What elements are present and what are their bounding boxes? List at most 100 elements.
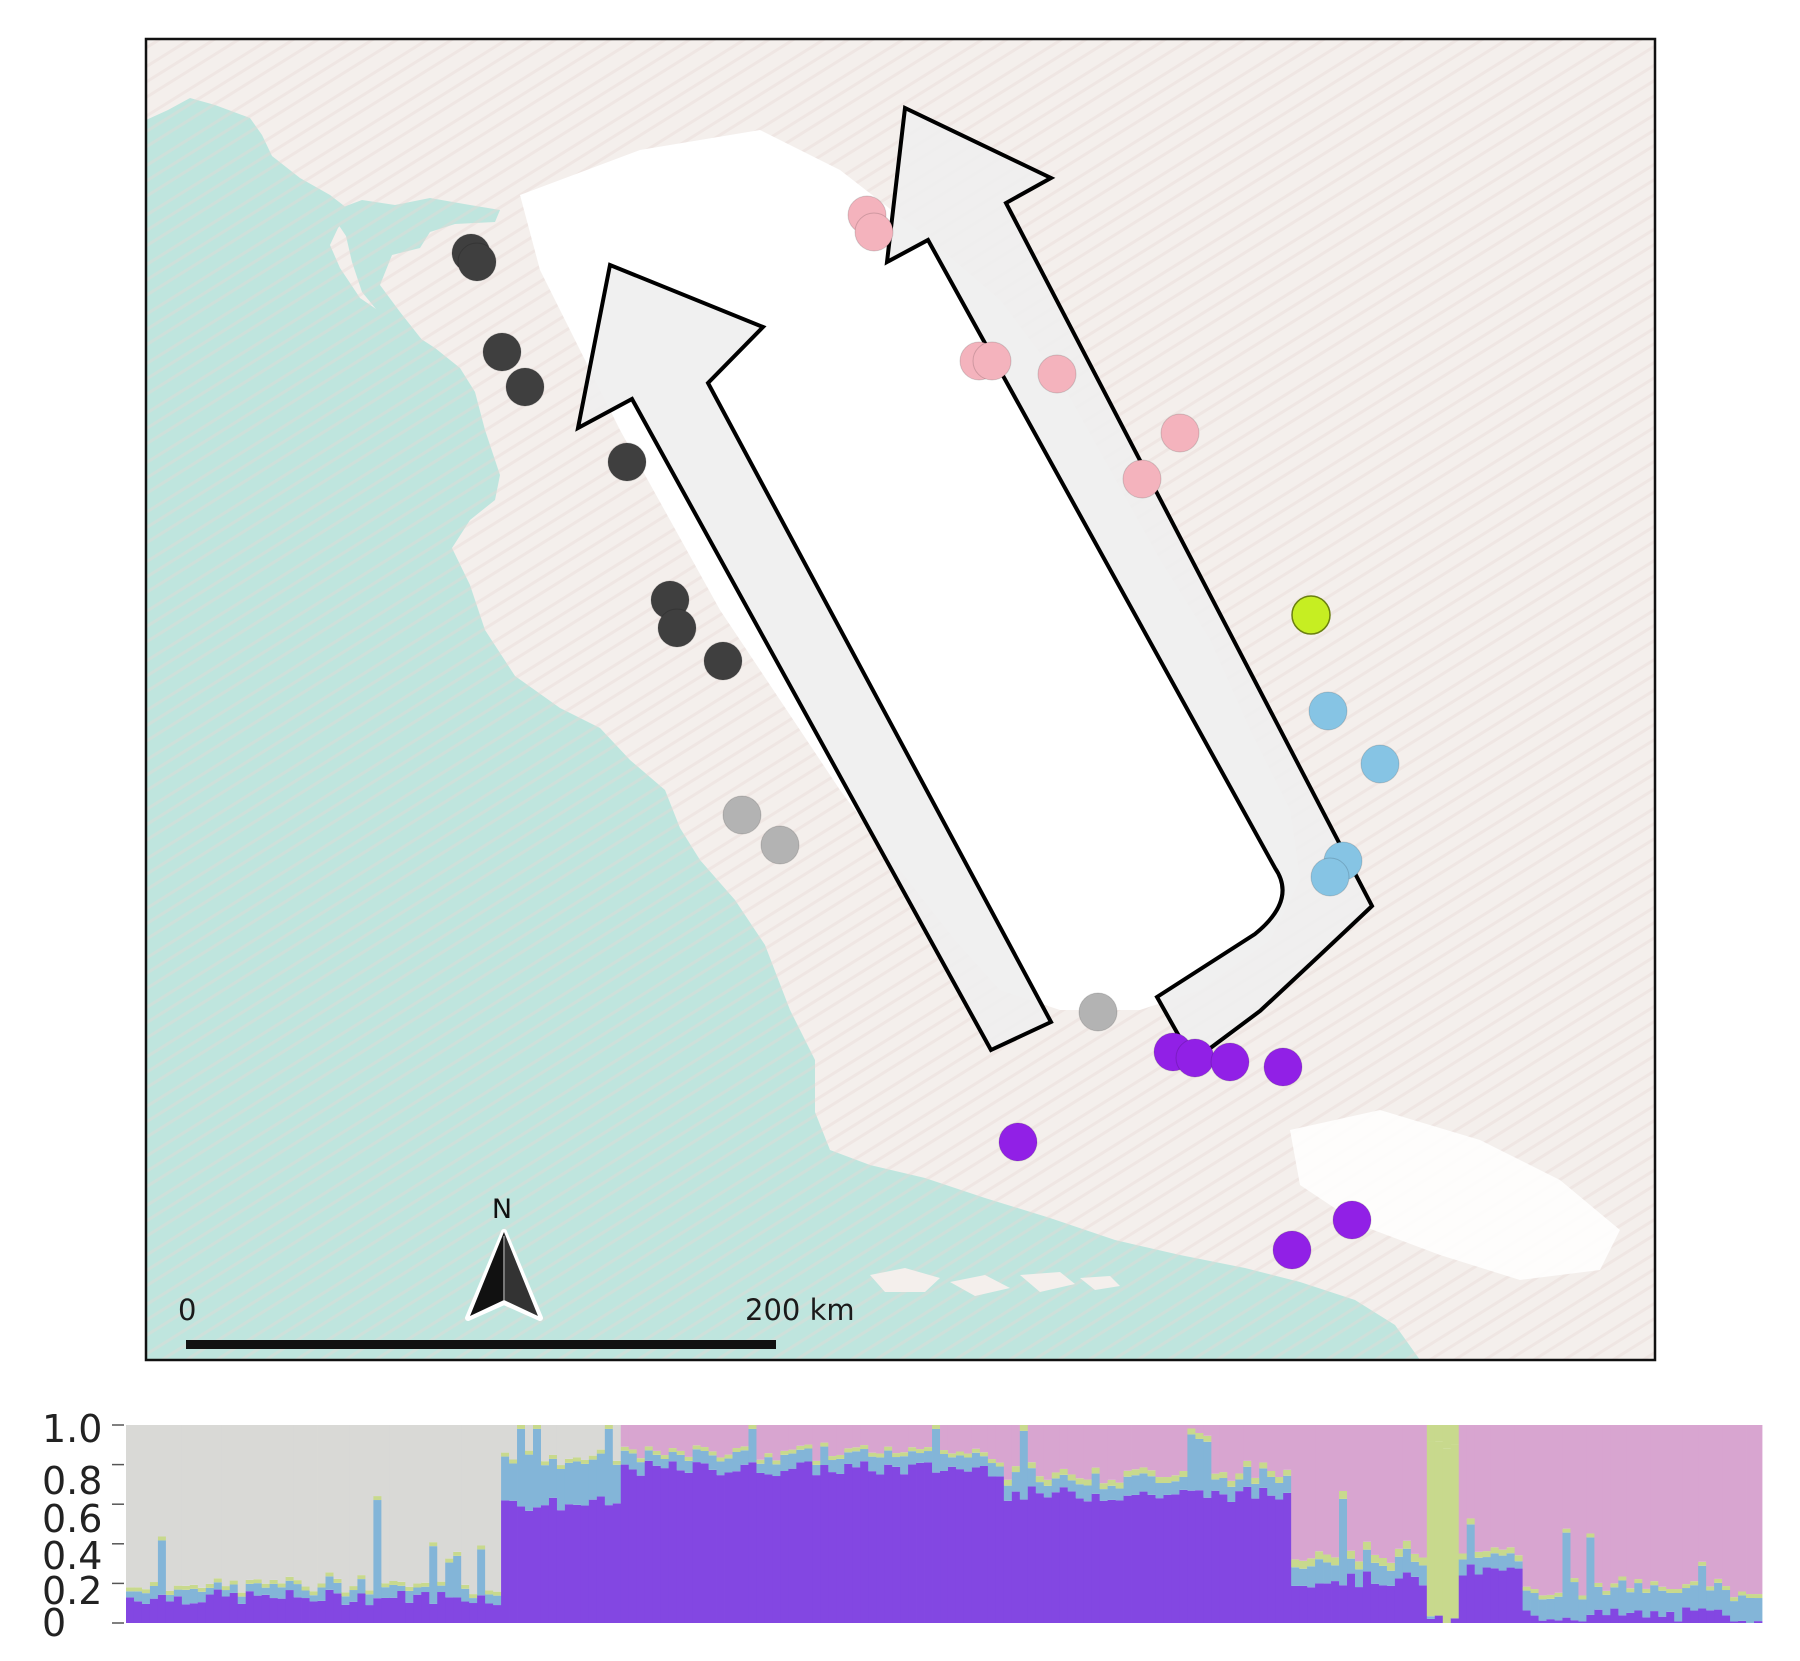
admixture-bar-segment	[748, 1425, 757, 1429]
admixture-bar-segment	[325, 1572, 334, 1577]
admixture-bar-segment	[1506, 1547, 1515, 1554]
population-point-light-blue	[1308, 691, 1348, 731]
admixture-bar-segment	[149, 1598, 159, 1623]
admixture-bar-segment	[828, 1425, 837, 1457]
admixture-bar-segment	[1666, 1611, 1675, 1623]
admixture-bar-segment	[293, 1425, 302, 1581]
admixture-bar-segment	[317, 1600, 326, 1623]
admixture-bar-segment	[620, 1446, 630, 1451]
admixture-bar-segment	[1227, 1480, 1236, 1487]
admixture-bar-segment	[1474, 1557, 1484, 1575]
admixture-bar-segment	[1714, 1582, 1723, 1610]
admixture-bar-segment	[181, 1585, 191, 1590]
admixture-bar-segment	[1291, 1585, 1300, 1623]
admixture-bar-segment	[1347, 1425, 1356, 1551]
admixture-bar-segment	[221, 1425, 231, 1587]
admixture-bar-segment	[716, 1457, 725, 1462]
admixture-bar-segment	[1618, 1580, 1627, 1616]
admixture-bar-segment	[844, 1452, 853, 1464]
admixture-bar-segment	[205, 1594, 215, 1623]
admixture-bar-segment	[955, 1425, 965, 1452]
admixture-bar-segment	[1522, 1610, 1531, 1623]
admixture-bar-segment	[1410, 1561, 1420, 1577]
migration-arrow-east	[884, 104, 1375, 1064]
admixture-bar-segment	[205, 1587, 215, 1595]
admixture-bar-segment	[461, 1425, 470, 1585]
admixture-bar-segment	[1163, 1425, 1172, 1478]
admixture-bar-segment	[1011, 1472, 1021, 1492]
admixture-bar-segment	[724, 1472, 733, 1623]
admixture-bar-segment	[1538, 1599, 1547, 1621]
admixture-bar-segment	[979, 1425, 989, 1453]
admixture-bar-segment	[1259, 1425, 1268, 1463]
admixture-bar-segment	[1730, 1621, 1739, 1623]
admixture-bar-segment	[277, 1587, 287, 1599]
admixture-bar-segment	[1530, 1589, 1539, 1594]
admixture-bar-segment	[780, 1454, 789, 1472]
admixture-bar-segment	[461, 1588, 470, 1602]
admixture-bar-segment	[580, 1505, 590, 1623]
admixture-bar-segment	[668, 1448, 678, 1453]
admixture-bar-segment	[828, 1456, 837, 1461]
admixture-bar-segment	[1027, 1468, 1037, 1487]
admixture-bar-segment	[445, 1597, 454, 1623]
admixture-bar-segment	[133, 1591, 143, 1602]
admixture-bar-segment	[716, 1425, 725, 1458]
admixture-bar-segment	[501, 1425, 510, 1453]
admixture-bar-segment	[1035, 1482, 1045, 1494]
admixture-bar-segment	[844, 1463, 853, 1623]
admixture-bar-segment	[421, 1592, 430, 1623]
admixture-bar-segment	[692, 1425, 701, 1446]
admixture-bar-segment	[197, 1587, 207, 1592]
admixture-bar-segment	[1586, 1614, 1595, 1623]
admixture-bar-segment	[764, 1453, 773, 1458]
admixture-bar-segment	[1746, 1425, 1755, 1595]
admixture-bar-segment	[1682, 1588, 1691, 1608]
admixture-bar-segment	[1099, 1489, 1108, 1501]
admixture-bar-segment	[1626, 1592, 1635, 1613]
admixture-bar-segment	[780, 1471, 789, 1623]
admixture-bar-segment	[1123, 1470, 1132, 1477]
admixture-bar-segment	[1618, 1576, 1627, 1581]
admixture-bar-segment	[413, 1587, 422, 1595]
admixture-bar-segment	[1051, 1425, 1061, 1473]
admixture-bar-segment	[804, 1444, 813, 1449]
admixture-bar-segment	[908, 1451, 917, 1465]
admixture-bar-segment	[1355, 1425, 1364, 1562]
admixture-bar-segment	[301, 1586, 310, 1591]
admixture-bar-segment	[1610, 1587, 1619, 1609]
admixture-bar-segment	[836, 1425, 845, 1455]
admixture-bar-segment	[126, 1425, 135, 1588]
admixture-bar-segment	[604, 1425, 614, 1429]
map: N 0 200 km	[144, 37, 1657, 1362]
admixture-bar-segment	[1171, 1425, 1180, 1476]
admixture-bar-segment	[860, 1445, 869, 1450]
admixture-bar-segment	[189, 1588, 199, 1604]
admixture-bar-segment	[995, 1425, 1005, 1463]
admixture-bar-segment	[844, 1448, 853, 1453]
admixture-bar-segment	[365, 1425, 374, 1591]
admixture-bar-segment	[1626, 1612, 1635, 1623]
admixture-bar-segment	[652, 1425, 662, 1451]
admixture-bar-segment	[269, 1598, 279, 1623]
admixture-bar-segment	[1474, 1574, 1484, 1623]
admixture-bar-segment	[1091, 1493, 1101, 1623]
admixture-bar-segment	[924, 1425, 933, 1448]
admixture-bar-segment	[700, 1463, 709, 1623]
admixture-bar-segment	[916, 1462, 925, 1623]
admixture-bar-segment	[205, 1583, 215, 1588]
admixture-bar-segment	[325, 1425, 334, 1573]
admixture-bar-segment	[1386, 1425, 1396, 1563]
admixture-bar-segment	[525, 1425, 534, 1451]
admixture-bar-segment	[533, 1428, 542, 1508]
admixture-bar-segment	[373, 1598, 382, 1623]
admixture-bar-segment	[141, 1593, 151, 1604]
map-frame	[144, 37, 1657, 1362]
scale-bar: 0 200 km	[178, 1293, 855, 1349]
admixture-bar-segment	[796, 1462, 805, 1623]
admixture-bar-segment	[1586, 1537, 1595, 1615]
admixture-bar-segment	[724, 1454, 733, 1459]
admixture-bar-segment	[1586, 1425, 1595, 1534]
admixture-bar-segment	[900, 1456, 909, 1475]
admixture-bar-segment	[1506, 1553, 1515, 1568]
